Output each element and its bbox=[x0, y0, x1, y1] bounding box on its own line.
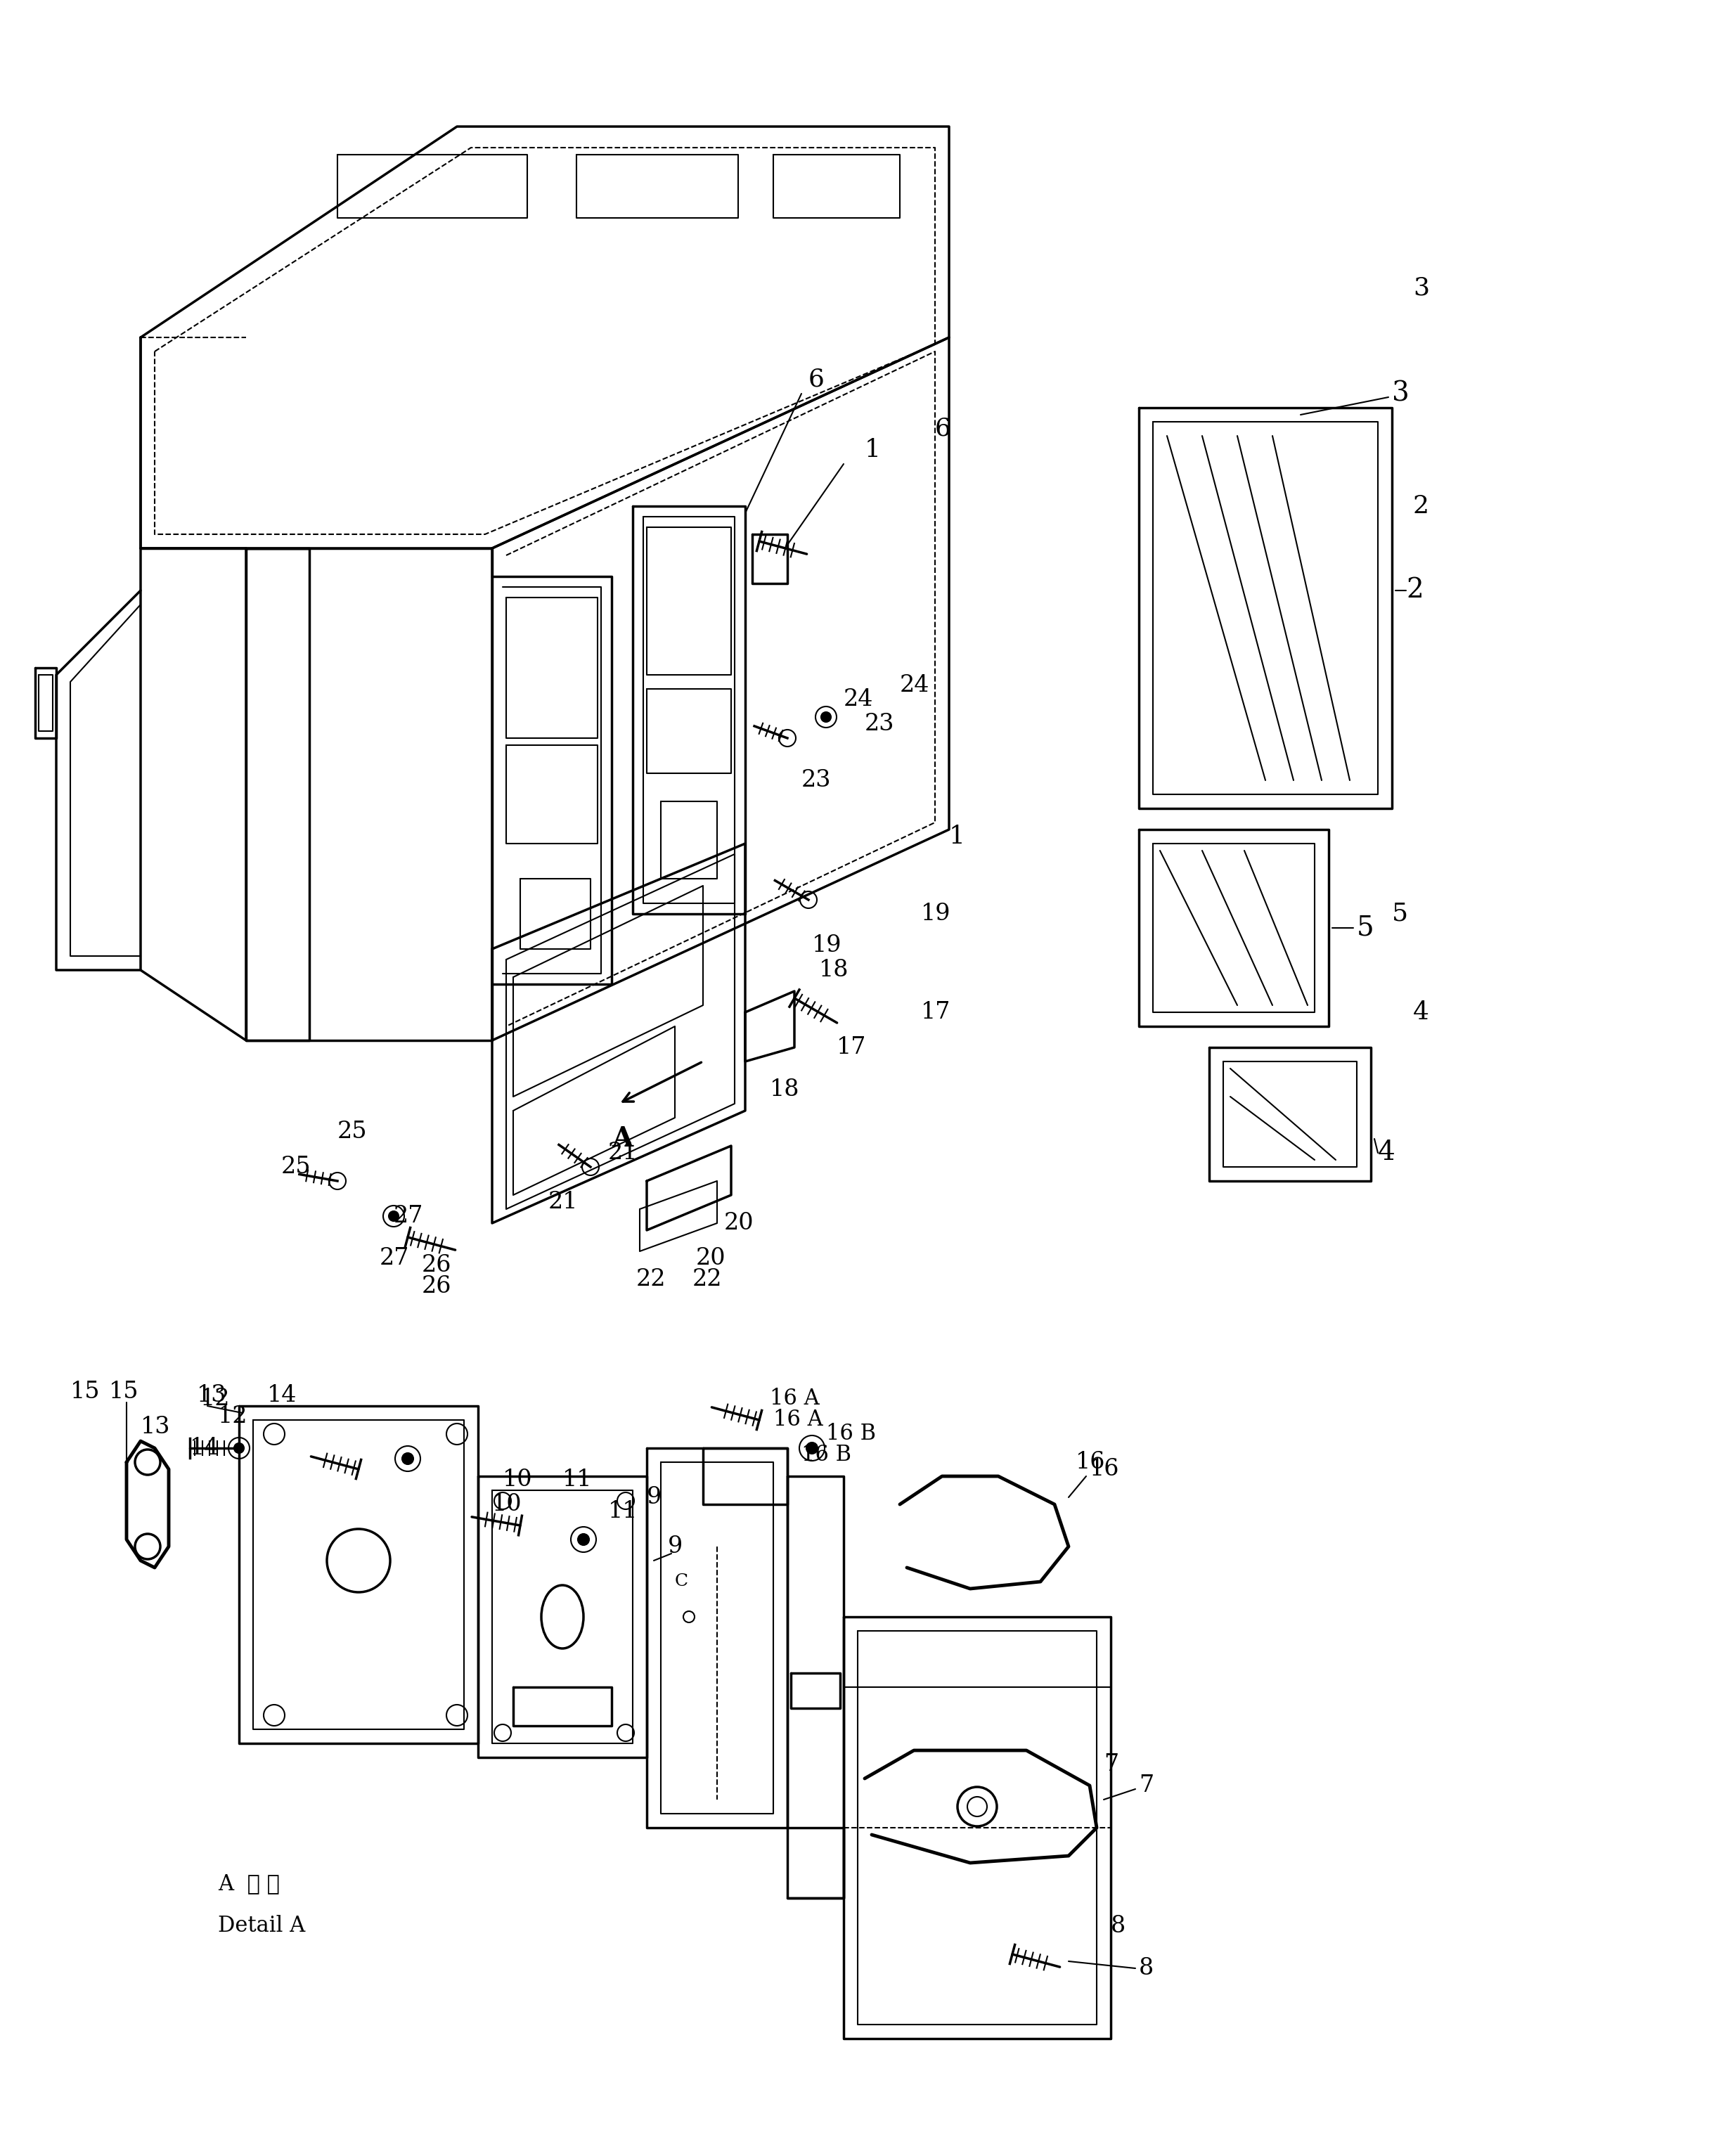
Text: 9: 9 bbox=[668, 1535, 684, 1559]
Text: A: A bbox=[612, 1125, 632, 1151]
Text: 21: 21 bbox=[549, 1190, 578, 1214]
Text: 24: 24 bbox=[844, 688, 873, 711]
Text: 11: 11 bbox=[562, 1468, 593, 1492]
Text: 17: 17 bbox=[837, 1037, 866, 1059]
Text: 22: 22 bbox=[692, 1268, 723, 1291]
Text: 17: 17 bbox=[921, 1000, 950, 1024]
Text: 27: 27 bbox=[393, 1205, 424, 1227]
Text: 1: 1 bbox=[948, 824, 966, 849]
Text: 4: 4 bbox=[1413, 1000, 1429, 1024]
Circle shape bbox=[807, 1442, 817, 1453]
Text: 3: 3 bbox=[1391, 382, 1410, 407]
Text: 12: 12 bbox=[200, 1388, 231, 1410]
Text: 5: 5 bbox=[1357, 914, 1374, 940]
Text: 16 B: 16 B bbox=[825, 1423, 877, 1445]
Text: 16 A: 16 A bbox=[769, 1388, 820, 1410]
Text: 13: 13 bbox=[140, 1416, 171, 1438]
Text: 14: 14 bbox=[267, 1384, 297, 1406]
Text: 25: 25 bbox=[282, 1156, 311, 1177]
Circle shape bbox=[388, 1212, 398, 1220]
Circle shape bbox=[578, 1533, 590, 1546]
Text: 2: 2 bbox=[1407, 578, 1424, 604]
Text: 24: 24 bbox=[901, 675, 930, 696]
Text: 5: 5 bbox=[1391, 901, 1408, 925]
Circle shape bbox=[820, 711, 831, 722]
Text: 3: 3 bbox=[1413, 276, 1429, 300]
Text: 16: 16 bbox=[1090, 1457, 1119, 1481]
Text: 23: 23 bbox=[802, 770, 831, 791]
Text: 18: 18 bbox=[769, 1078, 800, 1102]
Text: 16 A: 16 A bbox=[772, 1410, 824, 1432]
Text: 22: 22 bbox=[636, 1268, 667, 1291]
Text: 4: 4 bbox=[1377, 1141, 1395, 1166]
Text: C: C bbox=[675, 1574, 689, 1589]
Text: 25: 25 bbox=[337, 1121, 367, 1143]
Text: 6: 6 bbox=[808, 369, 824, 392]
Text: 1: 1 bbox=[865, 438, 880, 461]
Text: 2: 2 bbox=[1413, 494, 1429, 517]
Text: 19: 19 bbox=[921, 903, 950, 925]
Text: 10: 10 bbox=[502, 1468, 533, 1492]
Text: 26: 26 bbox=[422, 1255, 451, 1276]
Text: A  詳 細: A 詳 細 bbox=[219, 1874, 280, 1895]
Text: 21: 21 bbox=[608, 1143, 637, 1164]
Text: 8: 8 bbox=[1138, 1958, 1154, 1979]
Text: 7: 7 bbox=[1138, 1774, 1154, 1796]
Text: 19: 19 bbox=[812, 934, 843, 957]
Text: 20: 20 bbox=[725, 1212, 754, 1235]
Text: 15: 15 bbox=[109, 1380, 138, 1404]
Text: 9: 9 bbox=[646, 1485, 661, 1509]
Text: 14: 14 bbox=[190, 1436, 219, 1460]
Text: 26: 26 bbox=[422, 1274, 451, 1298]
Text: 20: 20 bbox=[696, 1246, 726, 1270]
Text: 16 B: 16 B bbox=[802, 1445, 851, 1466]
Text: 7: 7 bbox=[1104, 1753, 1119, 1777]
Text: 15: 15 bbox=[70, 1380, 101, 1404]
Text: 13: 13 bbox=[197, 1384, 227, 1406]
Text: 8: 8 bbox=[1111, 1915, 1126, 1938]
Circle shape bbox=[402, 1453, 414, 1464]
Text: 10: 10 bbox=[492, 1494, 521, 1516]
Text: 23: 23 bbox=[865, 714, 894, 735]
Text: 11: 11 bbox=[608, 1501, 637, 1522]
Text: 27: 27 bbox=[379, 1246, 410, 1270]
Text: 12: 12 bbox=[219, 1406, 248, 1427]
Text: 18: 18 bbox=[819, 959, 849, 981]
Text: Detail A: Detail A bbox=[219, 1915, 306, 1936]
Circle shape bbox=[234, 1442, 244, 1453]
Text: 16: 16 bbox=[1075, 1451, 1106, 1473]
Text: 6: 6 bbox=[935, 416, 952, 440]
